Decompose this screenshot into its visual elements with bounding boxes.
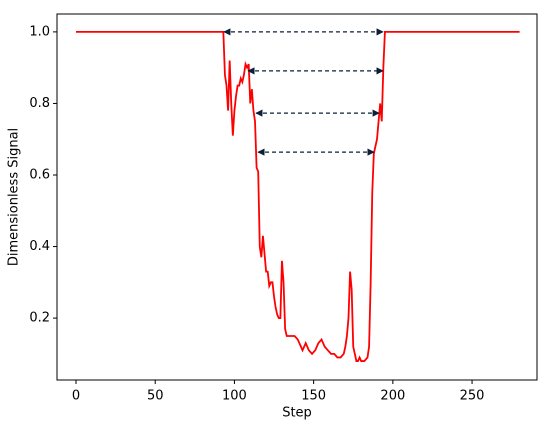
y-tick-label: 0.6 [29,167,50,182]
plot-frame [56,13,538,381]
y-tick-label: 1.0 [29,24,50,39]
x-tick-label: 0 [72,389,80,404]
data-line [76,30,520,362]
x-tick-label: 50 [147,389,164,404]
x-axis-label: Step [282,406,312,421]
y-axis-label: Dimensionless Signal [7,128,22,266]
x-tick-label: 150 [301,389,326,404]
x-tick-label: 200 [380,389,405,404]
y-tick-label: 0.8 [29,96,50,111]
y-tick-label: 0.4 [29,239,50,254]
x-tick-label: 100 [222,389,247,404]
x-tick-label: 250 [460,389,485,404]
y-tick-label: 0.2 [29,311,50,326]
